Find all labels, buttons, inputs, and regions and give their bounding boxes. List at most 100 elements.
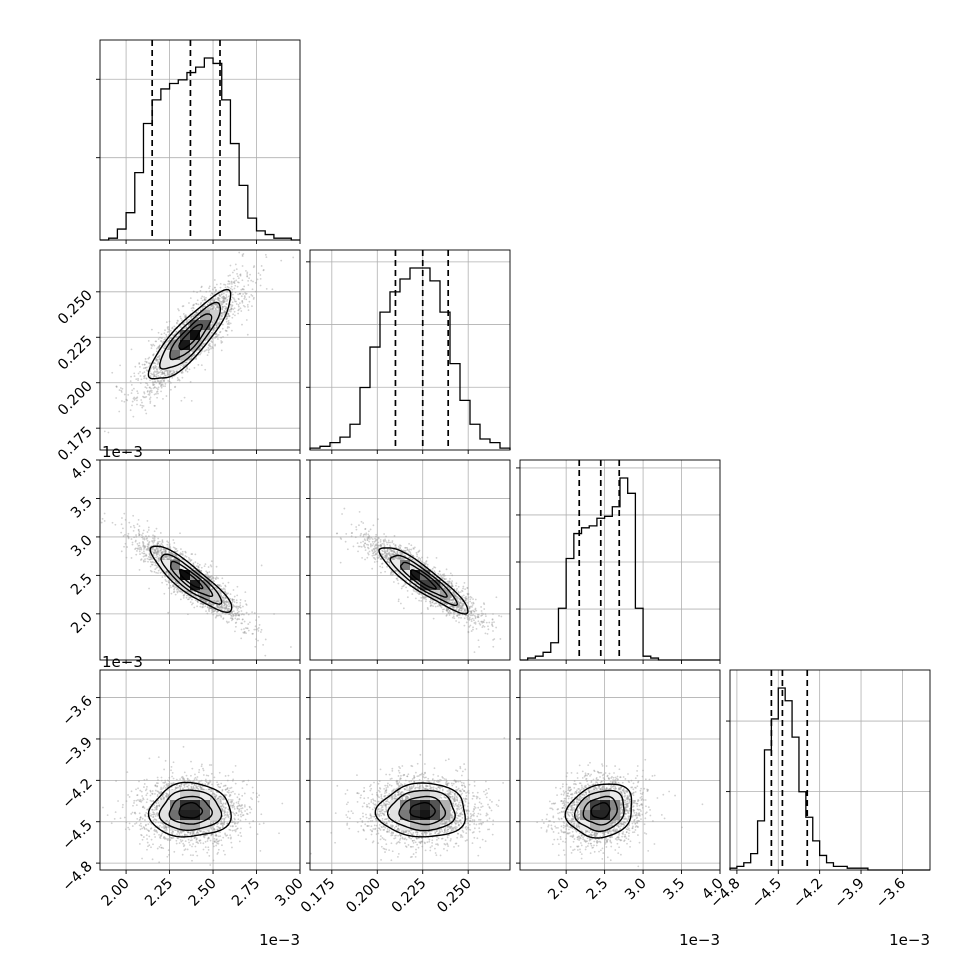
density-cell	[200, 580, 211, 591]
x-tick-label: 2.75	[229, 876, 263, 910]
axes-frame	[309, 669, 511, 871]
x-offset-label-3: 1e−3	[889, 931, 930, 949]
panel-content	[103, 251, 295, 434]
contour-level-3	[147, 288, 232, 380]
panel-content	[536, 758, 704, 868]
density-cell	[440, 800, 451, 811]
y-tick-label: 2.0	[68, 609, 96, 637]
scatter-panel-3-0	[99, 669, 301, 871]
density-cell	[440, 590, 451, 601]
density-cell	[170, 350, 181, 361]
density-cell	[590, 810, 601, 821]
contour-level-0	[178, 323, 203, 351]
panel-content	[335, 507, 503, 654]
contour-level-2	[574, 789, 625, 832]
density-cell	[180, 570, 191, 581]
density-cell	[180, 810, 191, 821]
y-tick-label: −3.6	[60, 693, 96, 729]
density-cell	[160, 350, 171, 361]
density-cell	[160, 560, 171, 571]
density-cell	[420, 810, 431, 821]
y-tick-label: 2.5	[68, 571, 96, 599]
axes-frame	[99, 39, 301, 241]
y-offset-label-2: 1e−3	[102, 443, 143, 461]
panel-content	[100, 512, 292, 657]
x-tick-label: 2.5	[584, 876, 612, 904]
density-cell	[430, 590, 441, 601]
contour-level-3	[149, 545, 233, 614]
density-cell	[170, 340, 181, 351]
y-tick-label: −3.9	[60, 734, 96, 770]
contour-level-2	[159, 301, 221, 370]
histogram-step-line	[309, 267, 511, 450]
histogram-panel-3	[726, 669, 931, 871]
contour-level-0	[409, 802, 436, 819]
y-tick-label: 0.175	[55, 424, 96, 465]
contour-level-1	[398, 795, 447, 826]
x-tick-label: 0.200	[343, 876, 384, 917]
density-cell	[610, 800, 621, 811]
density-cell	[390, 800, 401, 811]
density-cell	[580, 800, 591, 811]
x-tick-label: 0.225	[389, 876, 430, 917]
density-cell	[170, 820, 181, 831]
y-tick-label: 3.5	[68, 494, 96, 522]
y-tick-label: −4.8	[60, 859, 96, 895]
density-cell	[180, 560, 191, 571]
density-cell	[200, 320, 211, 331]
density-cell	[400, 560, 411, 571]
density-cell	[410, 570, 421, 581]
scatter-panel-3-1	[309, 669, 511, 871]
density-cell	[390, 560, 401, 571]
contour-level-1	[582, 795, 618, 826]
axes-frame	[99, 669, 301, 871]
contour-level-1	[170, 560, 214, 597]
density-cell	[190, 810, 201, 821]
density-cell	[420, 790, 431, 801]
contour-level-1	[168, 795, 213, 825]
density-cell	[190, 790, 201, 801]
x-tick-label: −4.5	[749, 876, 785, 912]
scatter-panel-1-0	[99, 249, 301, 451]
contour-level-2	[389, 554, 458, 606]
density-cell	[200, 820, 211, 831]
density-cell	[190, 330, 201, 341]
histogram-step-line	[729, 687, 930, 871]
density-cell	[410, 560, 421, 571]
density-cell	[400, 820, 411, 831]
histogram-panel-1	[306, 249, 511, 451]
axes-frame	[519, 669, 721, 871]
density-cell	[600, 790, 611, 801]
density-cell	[180, 820, 191, 831]
scatter-panel-2-0	[99, 459, 301, 661]
axes-frame	[309, 249, 511, 451]
contour-level-2	[160, 553, 223, 605]
density-cell	[590, 790, 601, 801]
contour-level-0	[410, 569, 437, 590]
density-cell	[200, 330, 211, 341]
scatter-panel-2-1	[309, 459, 511, 661]
density-cell	[200, 810, 211, 821]
density-cell	[180, 330, 191, 341]
density-cell	[160, 800, 171, 811]
y-tick-label: 3.0	[68, 532, 96, 560]
density-cell	[180, 580, 191, 591]
panel-content	[310, 737, 506, 862]
contour-level-1	[169, 313, 213, 361]
axes-frame	[729, 669, 931, 871]
density-cell	[400, 810, 411, 821]
x-tick-label: 0.250	[434, 876, 475, 917]
histogram-panel-0	[96, 39, 301, 241]
y-tick-label: −4.2	[60, 776, 96, 812]
density-cell	[180, 350, 191, 361]
axes-frame	[309, 459, 511, 661]
panel-content	[102, 745, 284, 866]
y-tick-label: 0.200	[55, 378, 96, 419]
density-cell	[180, 790, 191, 801]
density-cell	[190, 320, 201, 331]
density-cell	[210, 310, 221, 321]
density-cell	[200, 800, 211, 811]
contour-level-3	[147, 781, 232, 838]
axes-frame	[519, 459, 721, 661]
